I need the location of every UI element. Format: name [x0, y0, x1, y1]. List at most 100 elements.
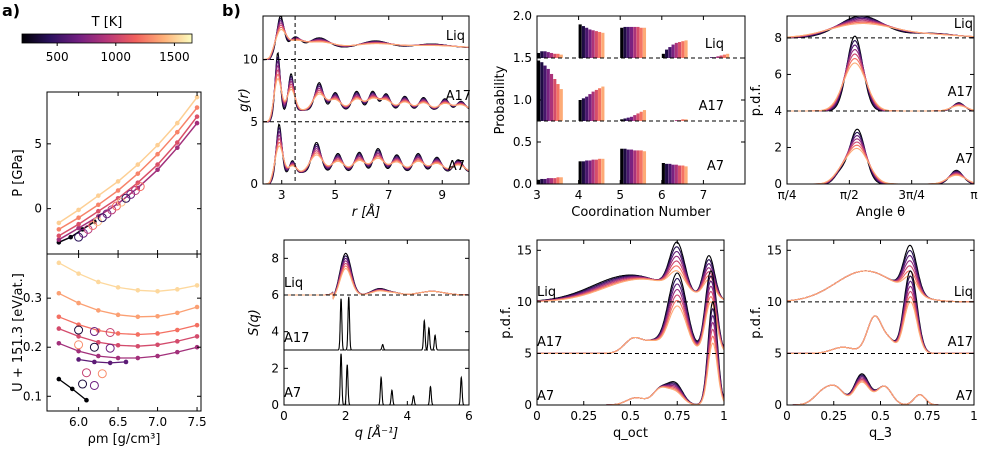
pressure-point: [175, 145, 180, 151]
x-tick-label: π/2: [840, 188, 859, 202]
pressure-point: [115, 179, 121, 184]
pressure-point: [194, 114, 200, 119]
y-tick-label: 4: [774, 104, 782, 118]
y-tick-label: 5: [524, 346, 532, 360]
energy-point: [175, 327, 180, 333]
pressure-point: [96, 208, 101, 214]
q3-curve-a17: [787, 275, 974, 354]
cn-bar: [681, 41, 685, 58]
series-label-a7: A7: [284, 386, 301, 401]
pressure-point: [194, 120, 200, 126]
series-label-a17: A17: [948, 335, 973, 350]
cn-bar: [578, 24, 582, 58]
gr-curve-a7: [263, 123, 469, 184]
x-axis-label: q [Å⁻¹]: [355, 425, 399, 441]
plot-area: [56, 260, 200, 403]
series-label-a7: A7: [707, 159, 724, 174]
cn-bar: [620, 27, 624, 58]
angle-curve-a17: [787, 35, 974, 112]
cn-bar: [594, 159, 598, 184]
colorbar-gradient: [21, 33, 193, 44]
x-axis-label: q_3: [869, 426, 892, 441]
x-tick-label: 6.5: [109, 415, 128, 429]
pressure-series-line: [58, 107, 198, 231]
colorbar-tick-label: 1500: [159, 50, 190, 64]
cn-bar: [626, 26, 630, 58]
y-tick-label: 1.0: [513, 93, 532, 107]
y-tick-label: 10: [517, 295, 532, 309]
cn-bar: [578, 100, 582, 121]
cn-bar: [629, 26, 634, 58]
colorbar-label: T [K]: [91, 15, 123, 30]
pressure-point: [96, 193, 101, 198]
x-tick-label: 0.75: [914, 409, 941, 423]
angle-curve-a7: [787, 141, 974, 184]
cn-bar: [636, 150, 640, 184]
x-axis-label: q_oct: [613, 426, 648, 441]
series-label-liq: Liq: [705, 37, 724, 52]
y-axis-label: U + 151.3 [eV/at.]: [11, 273, 26, 392]
energy-point: [115, 312, 121, 318]
cn-bar: [639, 27, 643, 58]
energy-point: [96, 308, 101, 313]
cn-bar: [585, 27, 589, 58]
pressure-point: [155, 142, 160, 148]
cn-bar: [559, 54, 563, 58]
q3-curve-a17: [787, 285, 974, 354]
energy-open-point: [78, 379, 88, 389]
pressure-point: [56, 237, 62, 243]
plot-cn: 3 4 5 6 7 0.0 0.5 1.0 1.5 2.0 Coordination Number P…: [493, 9, 746, 220]
cn-bar: [633, 115, 637, 121]
x-tick-label: 1: [720, 409, 728, 423]
cn-bar: [546, 178, 550, 184]
cn-bar: [674, 164, 678, 184]
x-axis-label: r [Å]: [352, 204, 381, 220]
cn-bar: [661, 53, 665, 58]
gr-curve-a17: [263, 77, 469, 123]
y-tick-label: 15: [517, 243, 532, 257]
energy-point: [107, 360, 113, 366]
energy-point: [175, 310, 180, 316]
series-label-liq: Liq: [446, 29, 465, 44]
sq-curve-a7: [284, 353, 469, 405]
energy-point: [76, 357, 81, 362]
x-tick-label: 0.5: [871, 409, 890, 423]
y-tick-label: 0.2: [23, 340, 42, 354]
x-tick-label: 3: [278, 188, 286, 202]
pressure-point: [115, 188, 121, 193]
cn-bar: [726, 53, 730, 58]
series-label-a7: A7: [537, 389, 554, 404]
axes-frame: [46, 253, 202, 412]
x-tick-label: 0: [783, 409, 791, 423]
pressure-point: [155, 162, 160, 167]
cn-bar: [537, 60, 541, 121]
colorbar-tick-label: 1000: [101, 50, 132, 64]
plot-area: [537, 241, 724, 405]
y-tick-label: 5: [774, 346, 782, 360]
q3-curve-liq: [787, 244, 974, 303]
series-label-a17: A17: [284, 331, 309, 346]
q3-curve-liq: [787, 265, 974, 303]
cn-bar: [668, 163, 672, 184]
x-tick-label: 6: [465, 409, 473, 423]
plot-sq: 0 2 4 6 0 2 4 6 8 q [Å⁻¹] S(q) Liq A17 A7: [247, 239, 473, 441]
x-tick-label: 7.5: [188, 415, 207, 429]
plot-area: [787, 244, 974, 405]
cn-bar: [578, 161, 582, 184]
q3-curve-liq: [787, 270, 974, 303]
angle-curve-a7: [787, 138, 974, 184]
energy-point: [84, 397, 89, 403]
cn-bar: [537, 179, 541, 184]
gr-curve-a17: [263, 73, 469, 123]
cn-bar: [678, 165, 682, 184]
cn-bar: [588, 94, 592, 121]
pressure-point: [135, 162, 141, 167]
x-tick-label: π/4: [778, 188, 797, 202]
y-tick-label: 4: [271, 325, 279, 339]
cn-bar: [601, 32, 605, 58]
series-label-a7: A7: [956, 389, 973, 404]
series-label-a17: A17: [446, 89, 471, 104]
axes-frame: [283, 239, 470, 406]
q3-curve-a7: [787, 375, 974, 405]
